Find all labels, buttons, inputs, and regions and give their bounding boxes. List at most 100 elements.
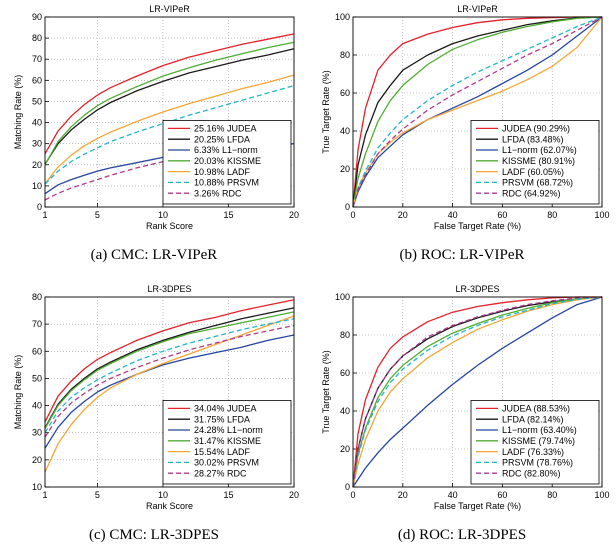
x-tick-label: 10 — [158, 210, 168, 220]
y-tick-label: 60 — [340, 88, 350, 98]
y-tick-label: 50 — [32, 96, 42, 106]
x-axis-label: Rank Score — [146, 221, 193, 231]
legend-label-judea: JUDEA (90.29%) — [502, 124, 570, 134]
x-axis-label: Rank Score — [146, 501, 193, 511]
legend-label-judea: 34.04% JUDEA — [194, 404, 257, 414]
chart-title: LR-3DPES — [455, 284, 499, 294]
legend-box — [162, 120, 292, 205]
legend-label-kissme: KISSME (80.91%) — [502, 156, 575, 166]
series-line-prsvm — [44, 84, 295, 185]
plot-frame — [352, 296, 603, 488]
y-axis-label: Matching Rate (%) — [13, 355, 23, 430]
x-tick-label: 5 — [95, 490, 100, 500]
x-tick-label: 80 — [547, 210, 557, 220]
y-tick-label: 60 — [32, 346, 42, 356]
y-axis-label: Matching Rate (%) — [13, 75, 23, 150]
x-tick-label: 60 — [497, 210, 507, 220]
legend: JUDEA (88.53%)LFDA (82.14%)L1−norm (63.4… — [470, 400, 600, 485]
y-tick-label: 10 — [32, 482, 42, 492]
plot-frame — [44, 296, 295, 488]
legend-label-ladf: LADF (60.05%) — [502, 167, 564, 177]
x-tick-label: 60 — [497, 490, 507, 500]
legend-box — [162, 400, 292, 485]
plot-frame — [352, 16, 603, 208]
legend-label-lfda: LFDA (83.48%) — [502, 134, 564, 144]
legend-label-kissme: 31.47% KISSME — [194, 436, 261, 446]
legend-label-kissme: 20.03% KISSME — [194, 156, 261, 166]
series-line-judea — [352, 296, 602, 488]
caption-cmc-viper: (a) CMC: LR-VIPeR — [90, 247, 218, 263]
series-line-judea — [44, 33, 295, 155]
caption-cmc-3dpes: (c) CMC: LR-3DPES — [88, 527, 219, 543]
y-tick-label: 80 — [340, 330, 350, 340]
legend-label-judea: JUDEA (88.53%) — [502, 404, 570, 414]
caption-roc-viper: (b) ROC: LR-VIPeR — [399, 247, 525, 263]
legend-label-prsvm: PRSVM (78.76%) — [502, 458, 573, 468]
legend-label-ladf: LADF (76.33%) — [502, 447, 564, 457]
series-line-kissme — [44, 41, 295, 166]
legend-box — [470, 400, 600, 485]
legend-label-rdc: RDC (64.92%) — [502, 188, 561, 198]
y-tick-label: 100 — [335, 12, 350, 22]
chart-roc-viper: 0 20 40 60 80 100 0 20 40 60 80 100 LR-VIPeR False Ta… — [321, 4, 610, 231]
x-tick-label: 1 — [42, 490, 47, 500]
x-tick-label: 40 — [448, 490, 458, 500]
panel-cmc-3dpes: 1 5 10 15 20 10 20 30 40 50 60 70 80 LR-3DPES Rank Sco… — [0, 280, 308, 559]
legend-label-ladf: 10.98% LADF — [194, 167, 251, 177]
y-tick-label: 80 — [32, 33, 42, 43]
y-tick-label: 40 — [32, 401, 42, 411]
series-line-kissme — [44, 311, 295, 429]
series-line-l1-norm — [352, 296, 603, 488]
x-tick-label: 100 — [594, 210, 609, 220]
y-tick-label: 0 — [345, 482, 350, 492]
legend-label-ladf: 15.54% LADF — [194, 447, 251, 457]
y-tick-label: 70 — [32, 319, 42, 329]
x-tick-label: 20 — [289, 490, 299, 500]
legend-label-lfda: LFDA (82.14%) — [502, 414, 564, 424]
chart-roc-3dpes: 0 20 40 60 80 100 0 20 40 60 80 100 LR-3DPES False Ta… — [321, 284, 610, 511]
legend: JUDEA (90.29%)LFDA (83.48%)L1−norm (62.0… — [470, 120, 600, 205]
y-tick-label: 10 — [32, 181, 42, 191]
legend-label-prsvm: 10.88% PRSVM — [194, 178, 259, 188]
chart-title: LR-3DPES — [147, 284, 191, 294]
x-tick-label: 20 — [289, 210, 299, 220]
x-tick-label: 10 — [158, 490, 168, 500]
x-tick-label: 15 — [223, 490, 233, 500]
legend-label-lfda: 31.75% LFDA — [194, 414, 250, 424]
x-axis-label: False Target Rate (%) — [434, 221, 521, 231]
y-axis-label: True Target Rate (%) — [321, 70, 331, 154]
series-line-rdc — [352, 16, 603, 208]
y-tick-label: 90 — [32, 12, 42, 22]
y-tick-label: 0 — [37, 202, 42, 212]
x-tick-label: 1 — [42, 210, 47, 220]
y-tick-label: 80 — [340, 50, 350, 60]
caption-roc-3dpes: (d) ROC: LR-3DPES — [397, 527, 527, 543]
series-line-rdc — [44, 324, 295, 438]
series-line-kissme — [352, 296, 603, 488]
series-line-prsvm — [352, 296, 603, 488]
y-tick-label: 20 — [340, 164, 350, 174]
y-tick-label: 20 — [32, 160, 42, 170]
panel-cmc-viper: 1 5 10 15 20 0 10 20 30 40 50 60 70 80 90 LR-VIPeR Rank … — [0, 0, 308, 279]
series-line-ladf — [352, 296, 603, 488]
series-line-kissme — [352, 16, 603, 208]
series-line-lfda — [44, 307, 295, 429]
legend-label-l1-norm: L1−norm (63.40%) — [502, 425, 577, 435]
x-axis-label: False Target Rate (%) — [434, 501, 521, 511]
legend-label-l1-norm: 24.28% L1−norm — [194, 425, 263, 435]
x-tick-label: 0 — [350, 490, 355, 500]
series-line-judea — [44, 299, 295, 423]
series-line-ladf — [352, 16, 603, 208]
panel-roc-viper: 0 20 40 60 80 100 0 20 40 60 80 100 LR-VIPeR False Ta… — [308, 0, 616, 279]
x-tick-label: 5 — [95, 210, 100, 220]
chart-title: LR-VIPeR — [149, 4, 190, 14]
y-tick-label: 60 — [340, 368, 350, 378]
y-tick-label: 40 — [340, 126, 350, 136]
legend-label-l1-norm: L1−norm (62.07%) — [502, 145, 577, 155]
y-tick-label: 30 — [32, 139, 42, 149]
y-axis-label: True Target Rate (%) — [321, 350, 331, 434]
legend-label-lfda: 20.25% LFDA — [194, 134, 250, 144]
legend-label-prsvm: 30.02% PRSVM — [194, 458, 259, 468]
